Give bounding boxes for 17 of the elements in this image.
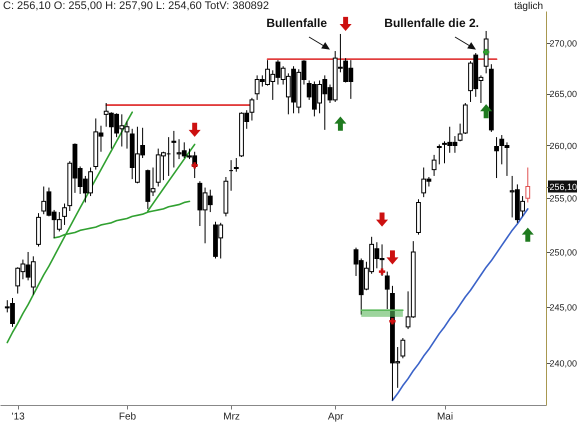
y-tick-label: 260,00 [550, 140, 578, 151]
x-tick-label: Apr [328, 412, 344, 422]
y-tick-label: 240,00 [550, 358, 578, 368]
y-tick-label: 265,00 [550, 89, 578, 100]
y-tick-label: 250,00 [550, 247, 578, 258]
y-tick-label: 245,00 [550, 302, 578, 312]
annotation: täglich [514, 1, 543, 12]
x-tick-label: Mai [436, 412, 454, 422]
annotation: Bullenfalle die 2. [384, 16, 479, 30]
y-tick-label: 256,10 [550, 182, 578, 192]
x-tick-label: Mrz [223, 412, 240, 422]
x-tick-label: '13 [12, 412, 26, 422]
y-tick-label: 270,00 [550, 38, 578, 48]
chart-title: C: 256,10 O: 255,00 H: 257,90 L: 254,60 TotV: 380892 [3, 0, 270, 12]
annotation: Bullenfalle [266, 16, 328, 30]
y-tick-label: 255,00 [550, 194, 578, 204]
x-tick-label: Feb [118, 412, 137, 422]
